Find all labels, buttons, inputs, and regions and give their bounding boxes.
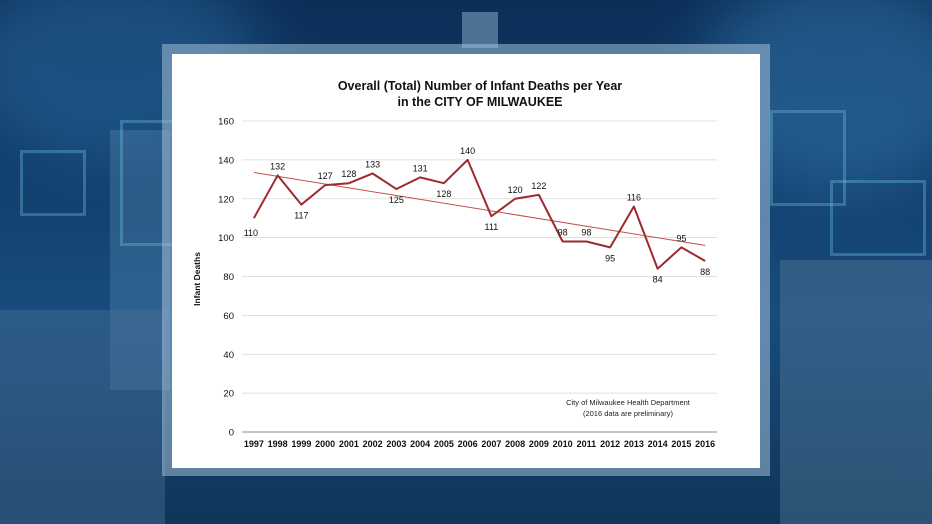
background-tower [110, 130, 170, 390]
data-label: 98 [558, 228, 568, 238]
background-cross-shape [830, 180, 926, 256]
data-label: 111 [485, 222, 499, 232]
source-note-line1: City of Milwaukee Health Department [566, 398, 691, 407]
y-axis-label: Infant Deaths [192, 252, 202, 306]
x-tick-label: 2002 [363, 439, 383, 449]
x-tick-label: 2016 [695, 439, 715, 449]
background-spire [462, 12, 498, 48]
y-tick-label: 160 [218, 117, 234, 128]
data-label: 133 [365, 159, 380, 169]
x-tick-label: 2010 [553, 439, 573, 449]
x-tick-label: 1998 [268, 439, 288, 449]
y-tick-label: 80 [223, 272, 234, 283]
x-tick-label: 2013 [624, 439, 644, 449]
data-label: 120 [508, 185, 523, 195]
x-axis-ticks: 1997 1998 1999 2000 2001 2002 2003 2004 2005 2006… [244, 439, 715, 449]
x-tick-label: 2004 [410, 439, 430, 449]
x-tick-label: 2007 [481, 439, 501, 449]
data-label: 117 [294, 211, 308, 221]
data-labels: 110 132 117 127 128 133 125 131 128 140 111 120 122 9… [244, 146, 710, 285]
x-tick-label: 2008 [505, 439, 525, 449]
data-label: 132 [270, 161, 285, 171]
y-tick-label: 120 [218, 194, 234, 205]
x-tick-label: 2005 [434, 439, 454, 449]
data-label: 95 [676, 233, 686, 243]
data-label: 110 [244, 228, 258, 238]
x-tick-label: 2012 [600, 439, 620, 449]
data-label: 122 [531, 181, 546, 191]
y-tick-label: 40 [223, 350, 234, 361]
data-label: 140 [460, 146, 475, 156]
background-cross-shape [20, 150, 86, 216]
series-line [253, 158, 706, 270]
data-label: 84 [653, 275, 663, 285]
y-axis-ticks: 0 20 40 60 80 100 120 140 160 [218, 117, 234, 439]
data-label: 127 [318, 171, 333, 181]
x-tick-label: 2011 [577, 439, 597, 449]
x-tick-label: 1999 [291, 439, 311, 449]
background-building [0, 310, 165, 524]
chart-title-line2: in the CITY OF MILWAUKEE [397, 95, 562, 109]
chart-panel: Overall (Total) Number of Infant Deaths … [172, 54, 760, 468]
x-tick-label: 2000 [315, 439, 335, 449]
background-building [780, 260, 932, 524]
data-label: 98 [581, 228, 591, 238]
y-tick-label: 60 [223, 311, 234, 322]
source-note-line2: (2016 data are preliminary) [583, 409, 674, 418]
trendline [253, 172, 706, 246]
gridlines [242, 120, 717, 433]
x-tick-label: 2001 [339, 439, 359, 449]
data-label: 95 [605, 253, 615, 263]
data-label: 131 [413, 163, 428, 173]
data-label: 88 [700, 267, 710, 277]
x-tick-label: 2003 [386, 439, 406, 449]
x-tick-label: 2015 [671, 439, 691, 449]
data-label: 125 [389, 195, 404, 205]
x-tick-label: 2006 [458, 439, 478, 449]
chart-title-line1: Overall (Total) Number of Infant Deaths … [338, 79, 622, 93]
x-tick-label: 2009 [529, 439, 549, 449]
x-tick-label: 2014 [648, 439, 668, 449]
data-label: 128 [436, 189, 451, 199]
x-tick-label: 1997 [244, 439, 264, 449]
data-label: 116 [627, 193, 641, 203]
line-chart: Overall (Total) Number of Infant Deaths … [192, 79, 717, 449]
data-label: 128 [341, 169, 356, 179]
y-tick-label: 20 [223, 389, 234, 400]
y-tick-label: 140 [218, 155, 234, 166]
y-tick-label: 100 [218, 233, 234, 244]
y-tick-label: 0 [229, 428, 234, 439]
background-cross-shape [770, 110, 846, 206]
